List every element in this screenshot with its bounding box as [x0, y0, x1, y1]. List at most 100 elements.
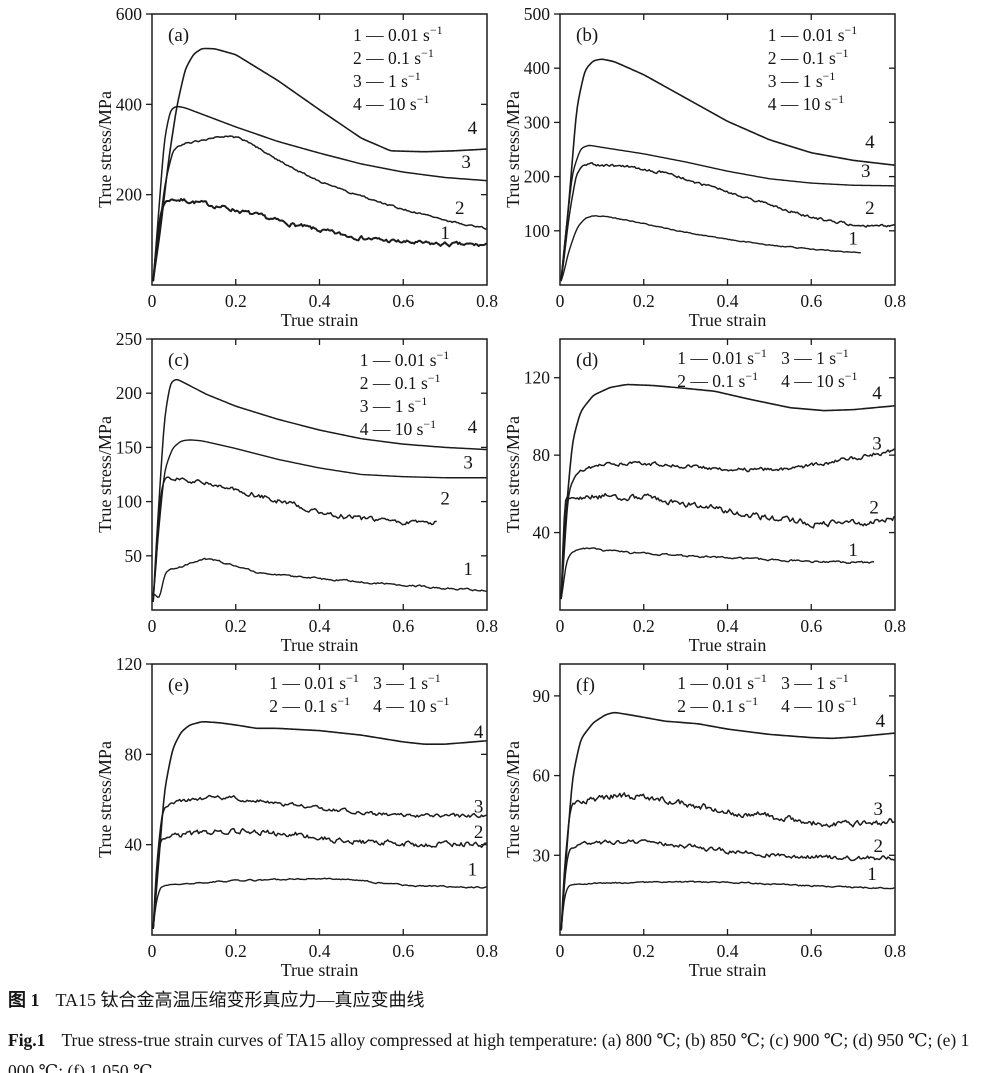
x-tick-label: 0.8	[476, 616, 498, 636]
legend: 1 — 0.01 s−1 3 — 1 s−1 2 — 0.1 s−1 4 — 10 s…	[677, 671, 857, 716]
y-tick-label: 80	[125, 744, 143, 764]
curve-1	[560, 215, 861, 282]
legend-entry: 2 — 0.1 s−1	[677, 694, 758, 716]
curve-label-4: 4	[865, 132, 875, 153]
chart-panel-f: 30 60 90 0 0.2 0.4 0.6 0.8 True strain True stres…	[503, 663, 906, 980]
curve-label-4: 4	[468, 118, 478, 139]
curve-3	[152, 794, 487, 929]
y-tick-label: 150	[116, 437, 143, 457]
chart-panel-a: 200 400 600 0 0.2 0.4 0.6 0.8 True strain True st…	[95, 4, 498, 330]
legend-entry: 1 — 0.01 s−1	[677, 671, 767, 693]
curve-label-4: 4	[468, 417, 478, 438]
chart-panel-e: 40 80 120 0 0.2 0.4 0.6 0.8 True strain True stre…	[95, 654, 498, 980]
figure-panels: 200 400 600 0 0.2 0.4 0.6 0.8 True strain True st…	[95, 4, 906, 980]
curve-label-2: 2	[874, 836, 884, 857]
curve-label-1: 1	[440, 223, 450, 244]
panel-letter: (e)	[168, 675, 189, 696]
caption-en-text: True stress-true strain curves of TA15 a…	[8, 1030, 970, 1073]
x-tick-label: 0.6	[392, 616, 414, 636]
x-tick-label: 0	[556, 941, 565, 961]
y-axis-label: True stress/MPa	[95, 416, 115, 533]
legend-entry: 4 — 10 s−1	[781, 694, 857, 716]
legend-entry: 3 — 1 s−1	[781, 346, 849, 368]
x-tick-label: 0.4	[717, 291, 739, 311]
legend-entry: 3 — 1 s−1	[781, 671, 849, 693]
legend-entry: 1 — 0.01 s−1	[269, 671, 359, 693]
panel-letter: (b)	[576, 25, 598, 46]
curve-2	[560, 161, 895, 281]
curve-label-1: 1	[848, 540, 858, 561]
y-tick-label: 40	[125, 835, 143, 855]
y-tick-label: 120	[524, 368, 551, 388]
legend-entry: 3 — 1 s−1	[360, 394, 428, 416]
x-tick-label: 0.8	[884, 941, 906, 961]
x-tick-label: 0.4	[309, 616, 331, 636]
x-axis-label: True strain	[281, 310, 359, 330]
legend-entry: 4 — 10 s−1	[781, 369, 857, 391]
caption-zh-label: 图 1	[8, 990, 40, 1010]
legend-entry: 4 — 10 s−1	[360, 417, 436, 439]
y-tick-label: 400	[116, 94, 143, 114]
x-tick-label: 0.8	[476, 941, 498, 961]
x-tick-label: 0	[556, 616, 565, 636]
y-tick-label: 250	[116, 329, 143, 349]
x-tick-label: 0.6	[392, 941, 414, 961]
x-tick-label: 0.8	[884, 291, 906, 311]
curve-4	[560, 383, 895, 596]
x-tick-label: 0.4	[309, 941, 331, 961]
curve-label-1: 1	[463, 559, 473, 580]
curve-4	[560, 711, 895, 931]
curve-2	[560, 839, 895, 931]
y-axis-label: True stress/MPa	[503, 741, 523, 858]
curve-label-2: 2	[440, 488, 450, 509]
x-tick-label: 0.4	[309, 291, 331, 311]
curve-label-2: 2	[865, 198, 875, 219]
panel-letter: (a)	[168, 25, 189, 46]
curve-2	[152, 827, 487, 929]
curve-label-2: 2	[869, 497, 879, 518]
x-tick-label: 0.6	[392, 291, 414, 311]
curve-label-4: 4	[872, 383, 882, 404]
legend-entry: 4 — 10 s−1	[373, 694, 449, 716]
x-axis-label: True strain	[689, 310, 767, 330]
x-axis-label: True strain	[689, 635, 767, 655]
legend-entry: 1 — 0.01 s−1	[768, 23, 858, 45]
legend: 1 — 0.01 s−1 3 — 1 s−1 2 — 0.1 s−1 4 — 10 s…	[677, 346, 857, 391]
y-tick-label: 300	[524, 112, 551, 132]
curve-3	[152, 439, 487, 603]
x-axis-label: True strain	[689, 960, 767, 980]
caption-en: Fig.1 True stress-true strain curves of T…	[8, 1025, 993, 1073]
legend-entry: 2 — 0.1 s−1	[353, 46, 434, 68]
y-tick-label: 60	[533, 766, 551, 786]
x-tick-label: 0.6	[800, 941, 822, 961]
curve-3	[560, 792, 895, 931]
legend-entry: 2 — 0.1 s−1	[677, 369, 758, 391]
y-axis-label: True stress/MPa	[95, 91, 115, 208]
curve-2	[560, 492, 895, 600]
caption-en-label: Fig.1	[8, 1030, 46, 1050]
y-tick-label: 30	[533, 845, 551, 865]
legend: 1 — 0.01 s−1 3 — 1 s−1 2 — 0.1 s−1 4 — 10 s…	[269, 671, 449, 716]
caption-zh-text: TA15 钛合金高温压缩变形真应力—真应变曲线	[55, 990, 425, 1010]
y-axis-label: True stress/MPa	[503, 91, 523, 208]
legend-entry: 3 — 1 s−1	[768, 69, 836, 91]
x-tick-label: 0.2	[225, 941, 247, 961]
x-tick-label: 0.2	[633, 291, 655, 311]
curve-1	[152, 877, 487, 929]
curve-label-3: 3	[463, 453, 473, 474]
legend: 1 — 0.01 s−12 — 0.1 s−13 — 1 s−14 — 10 s…	[360, 348, 450, 439]
curve-label-2: 2	[455, 198, 465, 219]
x-tick-label: 0.6	[800, 291, 822, 311]
y-tick-label: 200	[524, 167, 551, 187]
curve-label-1: 1	[468, 860, 478, 881]
curve-label-1: 1	[867, 864, 877, 885]
curve-1	[560, 880, 895, 931]
legend: 1 — 0.01 s−12 — 0.1 s−13 — 1 s−14 — 10 s…	[353, 23, 443, 114]
y-tick-label: 80	[533, 445, 551, 465]
x-tick-label: 0.2	[225, 291, 247, 311]
x-axis-label: True strain	[281, 960, 359, 980]
curve-1	[560, 547, 875, 600]
x-tick-label: 0.2	[633, 941, 655, 961]
curve-label-3: 3	[461, 152, 471, 173]
legend-entry: 2 — 0.1 s−1	[269, 694, 350, 716]
